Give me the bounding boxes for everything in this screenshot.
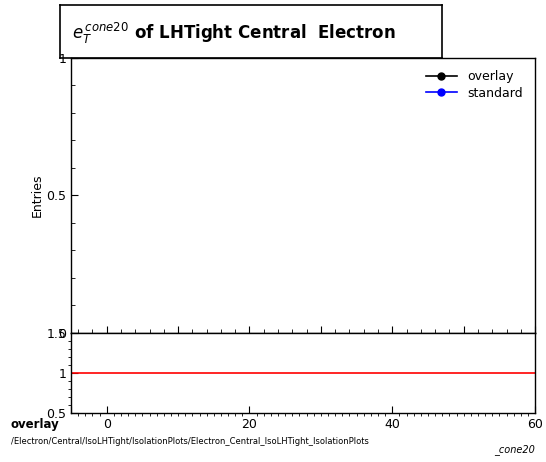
Legend: overlay, standard: overlay, standard [419, 64, 529, 106]
Y-axis label: Entries: Entries [31, 173, 43, 217]
Text: overlay: overlay [11, 418, 60, 431]
Text: _cone20: _cone20 [494, 444, 535, 455]
Text: /Electron/Central/IsoLHTight/IsolationPlots/Electron_Central_IsoLHTight_Isolatio: /Electron/Central/IsoLHTight/IsolationPl… [11, 437, 369, 445]
Text: $e_T^{\,cone20}$ of LHTight Central  Electron: $e_T^{\,cone20}$ of LHTight Central Elec… [72, 21, 395, 46]
